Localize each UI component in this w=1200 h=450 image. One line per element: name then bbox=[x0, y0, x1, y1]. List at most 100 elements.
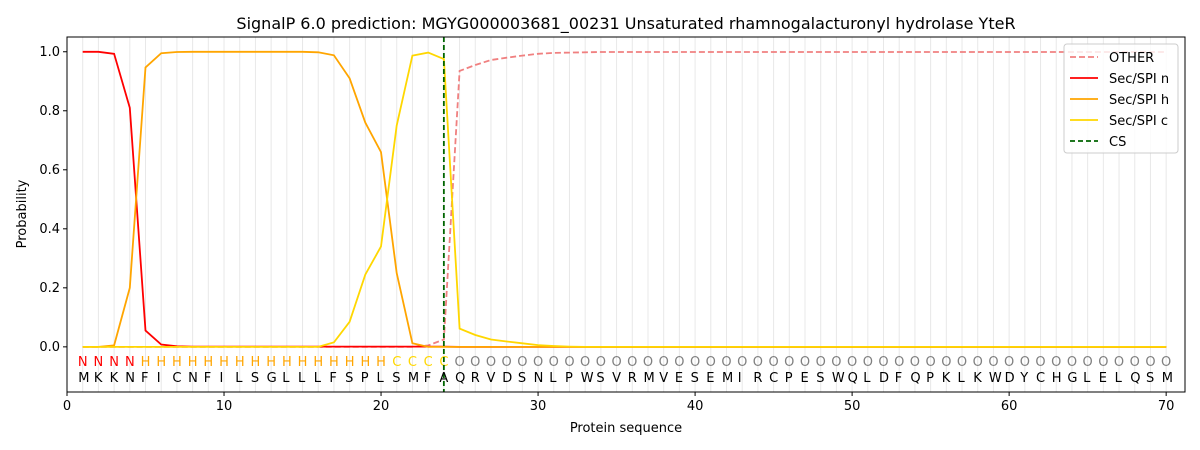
region-label: O bbox=[627, 355, 637, 370]
region-label: O bbox=[1004, 355, 1014, 370]
region-label: O bbox=[721, 355, 731, 370]
x-axis-label: Protein sequence bbox=[570, 421, 682, 436]
region-label: C bbox=[392, 355, 401, 370]
region-label: O bbox=[800, 355, 810, 370]
region-label: O bbox=[1083, 355, 1093, 370]
region-label: H bbox=[203, 355, 213, 370]
region-label: H bbox=[219, 355, 229, 370]
region-label: O bbox=[674, 355, 684, 370]
region-label: O bbox=[706, 355, 716, 370]
series-line-sec-spi-n bbox=[82, 50, 1167, 348]
x-tick-label: 30 bbox=[530, 399, 547, 414]
region-label: O bbox=[1145, 355, 1155, 370]
region-label: O bbox=[863, 355, 873, 370]
region-label: O bbox=[878, 355, 888, 370]
region-label: O bbox=[737, 355, 747, 370]
region-label: O bbox=[643, 355, 653, 370]
region-label: H bbox=[251, 355, 261, 370]
region-label: N bbox=[94, 355, 104, 370]
y-axis-label: Probability bbox=[15, 179, 30, 248]
legend-label: Sec/SPI c bbox=[1109, 114, 1168, 129]
region-label: O bbox=[1098, 355, 1108, 370]
region-label: O bbox=[831, 355, 841, 370]
region-label: H bbox=[329, 355, 339, 370]
region-label: O bbox=[847, 355, 857, 370]
region-label: H bbox=[156, 355, 166, 370]
region-label: H bbox=[298, 355, 308, 370]
region-label: H bbox=[282, 355, 292, 370]
region-label: H bbox=[188, 355, 198, 370]
x-tick-label: 10 bbox=[216, 399, 233, 414]
series-line-other bbox=[82, 51, 1167, 348]
x-tick-label: 70 bbox=[1158, 399, 1175, 414]
region-label: H bbox=[266, 355, 276, 370]
region-label: O bbox=[753, 355, 763, 370]
y-tick-label: 0.6 bbox=[39, 163, 60, 178]
region-label: O bbox=[957, 355, 967, 370]
series-line-sec-spi-c bbox=[82, 51, 1167, 348]
region-label: O bbox=[564, 355, 574, 370]
region-label: O bbox=[517, 355, 527, 370]
legend-label: Sec/SPI h bbox=[1109, 93, 1169, 108]
region-label: H bbox=[345, 355, 355, 370]
region-label: O bbox=[486, 355, 496, 370]
region-label: O bbox=[784, 355, 794, 370]
y-tick-label: 0.2 bbox=[39, 281, 60, 296]
region-label: O bbox=[611, 355, 621, 370]
x-tick-label: 60 bbox=[1001, 399, 1018, 414]
region-label: C bbox=[439, 355, 448, 370]
region-label: O bbox=[470, 355, 480, 370]
region-label: H bbox=[360, 355, 370, 370]
legend-box bbox=[1063, 43, 1179, 154]
region-label: N bbox=[109, 355, 119, 370]
region-label: O bbox=[1051, 355, 1061, 370]
region-label: O bbox=[926, 355, 936, 370]
region-label: O bbox=[690, 355, 700, 370]
region-label: O bbox=[502, 355, 512, 370]
region-label: O bbox=[533, 355, 543, 370]
region-label: O bbox=[596, 355, 606, 370]
region-label: O bbox=[1020, 355, 1030, 370]
region-label: O bbox=[910, 355, 920, 370]
y-tick-label: 0.0 bbox=[39, 340, 60, 355]
region-label: H bbox=[172, 355, 182, 370]
region-label: H bbox=[235, 355, 245, 370]
region-label: O bbox=[894, 355, 904, 370]
plot-frame bbox=[66, 36, 1186, 393]
series-line-sec-spi-h bbox=[82, 50, 1167, 348]
x-tick-label: 40 bbox=[687, 399, 704, 414]
region-label: C bbox=[424, 355, 433, 370]
region-label: O bbox=[659, 355, 669, 370]
region-label: O bbox=[816, 355, 826, 370]
region-label: O bbox=[1067, 355, 1077, 370]
y-tick-label: 0.8 bbox=[39, 104, 60, 119]
x-tick-label: 0 bbox=[63, 399, 71, 414]
legend-label: CS bbox=[1109, 135, 1126, 150]
region-label: H bbox=[376, 355, 386, 370]
region-label: O bbox=[973, 355, 983, 370]
region-label: O bbox=[1130, 355, 1140, 370]
region-label: O bbox=[768, 355, 778, 370]
chart-title: SignalP 6.0 prediction: MGYG000003681_00… bbox=[236, 14, 1015, 34]
region-label: O bbox=[1035, 355, 1045, 370]
x-tick-label: 20 bbox=[373, 399, 390, 414]
region-label: O bbox=[580, 355, 590, 370]
y-tick-label: 1.0 bbox=[39, 45, 60, 60]
region-label: O bbox=[549, 355, 559, 370]
legend-label: Sec/SPI n bbox=[1109, 72, 1169, 87]
x-tick-label: 50 bbox=[844, 399, 861, 414]
residue-sequence: MKKNFICNFILSGLLLFSPLSMFAQRVDSNLPWSVRMVES… bbox=[78, 371, 1173, 386]
legend-label: OTHER bbox=[1109, 51, 1154, 66]
region-label: N bbox=[78, 355, 88, 370]
region-label: N bbox=[125, 355, 135, 370]
region-label: O bbox=[1114, 355, 1124, 370]
region-label: H bbox=[313, 355, 323, 370]
region-label: O bbox=[1161, 355, 1171, 370]
y-tick-label: 0.4 bbox=[39, 222, 60, 237]
region-label: O bbox=[941, 355, 951, 370]
region-label: O bbox=[454, 355, 464, 370]
region-label: C bbox=[408, 355, 417, 370]
region-label: H bbox=[141, 355, 151, 370]
region-label: O bbox=[988, 355, 998, 370]
